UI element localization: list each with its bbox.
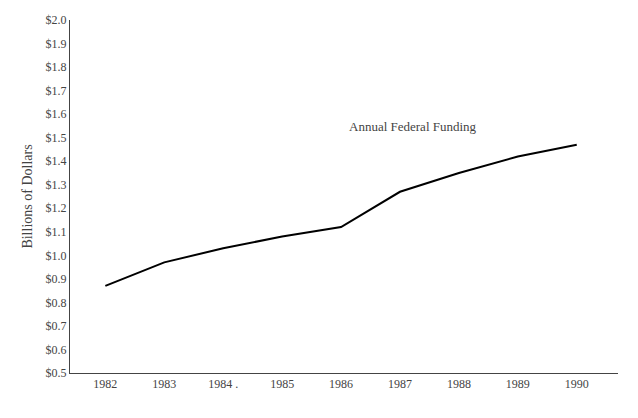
svg-text:$1.8: $1.8 [46,60,67,74]
svg-text:$2.0: $2.0 [46,13,67,27]
svg-text:$0.5: $0.5 [46,366,67,380]
svg-text:$0.8: $0.8 [46,296,67,310]
svg-text:$1.5: $1.5 [46,131,67,145]
svg-text:$1.2: $1.2 [46,201,67,215]
svg-text:$1.7: $1.7 [46,84,67,98]
svg-text:$0.9: $0.9 [46,272,67,286]
svg-text:1986: 1986 [329,377,353,391]
svg-text:1985: 1985 [270,377,294,391]
svg-text:1989: 1989 [506,377,530,391]
svg-text:1987: 1987 [388,377,412,391]
svg-text:1988: 1988 [447,377,471,391]
svg-text:$0.6: $0.6 [46,343,67,357]
svg-text:1982: 1982 [93,377,117,391]
svg-text:Billions of Dollars: Billions of Dollars [20,144,35,248]
svg-text:$1.4: $1.4 [46,154,67,168]
svg-text:1984 .: 1984 . [208,377,238,391]
svg-text:1983: 1983 [152,377,176,391]
svg-text:$1.9: $1.9 [46,37,67,51]
svg-text:1990: 1990 [565,377,589,391]
svg-text:Annual Federal Funding: Annual Federal Funding [349,119,477,134]
svg-text:$1.1: $1.1 [46,225,67,239]
svg-text:$0.7: $0.7 [46,319,67,333]
svg-text:$1.6: $1.6 [46,107,67,121]
svg-text:$1.0: $1.0 [46,249,67,263]
svg-text:$1.3: $1.3 [46,178,67,192]
